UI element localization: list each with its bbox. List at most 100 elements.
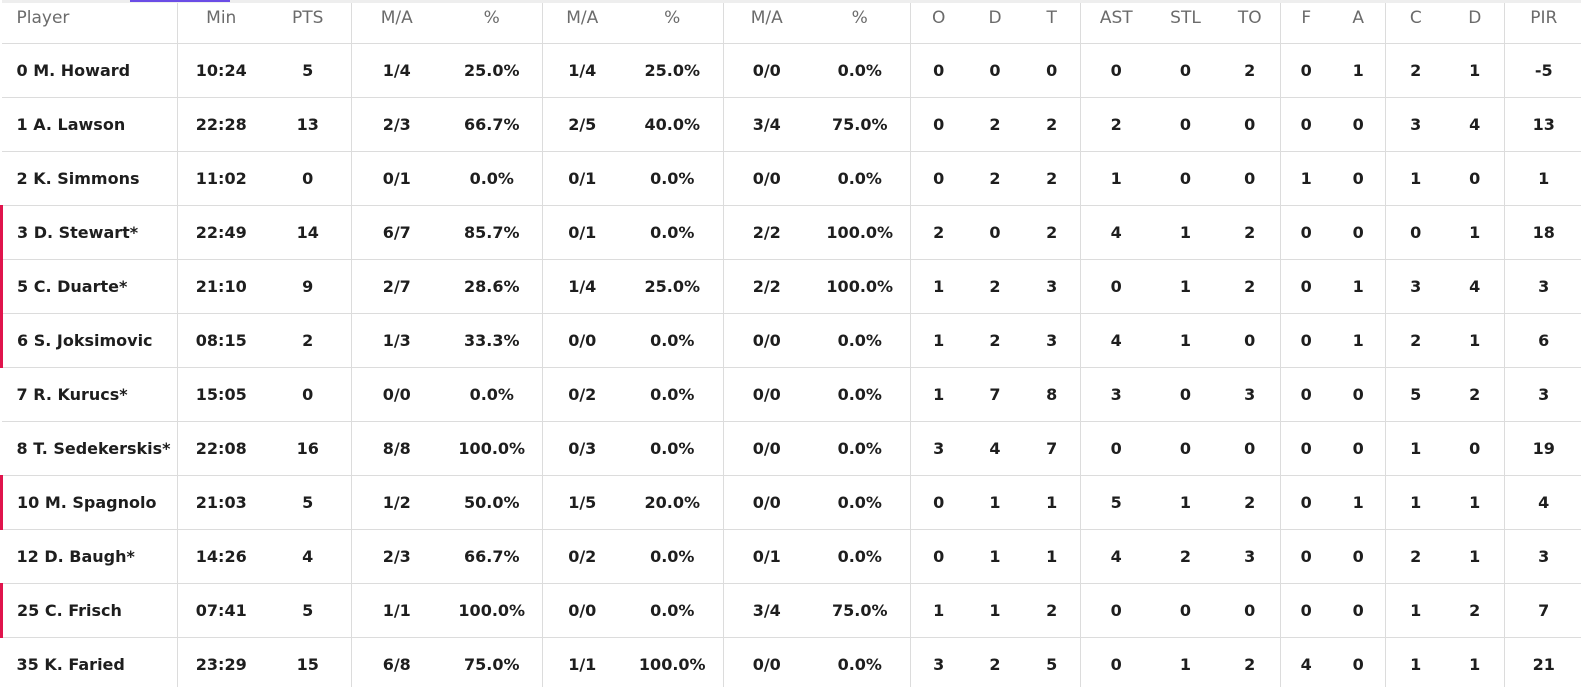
- stat-cell: 100.0%: [621, 637, 724, 687]
- player-name: 12 D. Baugh*: [1, 529, 178, 584]
- stat-cell: 1: [966, 475, 1024, 530]
- stat-cell: 3: [1219, 367, 1281, 422]
- stat-cell: 3: [1504, 259, 1581, 314]
- stat-cell: 7: [1023, 421, 1081, 476]
- stat-cell: 2/2: [723, 205, 810, 260]
- stat-cell: 100.0%: [809, 259, 911, 314]
- stat-cell: 7: [1504, 583, 1581, 638]
- stat-cell: 28.6%: [441, 259, 543, 314]
- player-name: 8 T. Sedekerskis*: [1, 421, 178, 476]
- stat-cell: 0.0%: [621, 313, 724, 368]
- stat-cell: 0: [1080, 259, 1152, 314]
- player-row: 5 C. Duarte* 21:10 9 2/7 28.6% 1/4 25.0% 2/2 100…: [0, 259, 1581, 314]
- column-header: A: [1331, 0, 1386, 44]
- stat-cell: 21:10: [177, 259, 265, 314]
- player-name: 3 D. Stewart*: [0, 205, 178, 260]
- stat-cell: 0: [1331, 529, 1386, 584]
- stat-cell: 0: [1280, 97, 1332, 152]
- stat-cell: 15:05: [177, 367, 265, 422]
- stat-cell: 0.0%: [809, 475, 911, 530]
- stat-cell: 3/4: [723, 583, 810, 638]
- stat-cell: 100.0%: [809, 205, 911, 260]
- stat-cell: 2: [264, 313, 352, 368]
- player-name: 5 C. Duarte*: [0, 259, 178, 314]
- stat-cell: 1: [1385, 475, 1446, 530]
- stat-cell: 1: [910, 367, 967, 422]
- player-name: 2 K. Simmons: [1, 151, 178, 206]
- stat-cell: 0: [1331, 205, 1386, 260]
- player-row: 10 M. Spagnolo 21:03 5 1/2 50.0% 1/5 20.0% 0/0 0…: [0, 475, 1581, 530]
- stat-cell: 13: [1504, 97, 1581, 152]
- stat-cell: 1: [1331, 43, 1386, 98]
- player-row: 12 D. Baugh* 14:26 4 2/3 66.7% 0/2 0.0% 0/1 0.0%…: [1, 529, 1581, 584]
- stat-cell: 5: [264, 43, 352, 98]
- stat-cell: 0: [1331, 367, 1386, 422]
- stat-cell: 1: [1280, 151, 1332, 206]
- stat-cell: 0.0%: [809, 43, 911, 98]
- player-name: 6 S. Joksimovic: [0, 313, 178, 368]
- stat-cell: 0: [910, 97, 967, 152]
- column-header: Min: [177, 0, 265, 44]
- stat-cell: 0: [1280, 529, 1332, 584]
- stat-cell: 2: [1080, 97, 1152, 152]
- stat-cell: 5: [1023, 637, 1081, 687]
- stat-cell: 2: [1219, 259, 1281, 314]
- stat-cell: 0: [910, 475, 967, 530]
- stat-cell: 2: [966, 259, 1024, 314]
- stat-cell: 1: [1445, 43, 1505, 98]
- column-header: %: [809, 0, 911, 44]
- stat-cell: 0.0%: [441, 367, 543, 422]
- stat-cell: 0: [1280, 583, 1332, 638]
- stat-cell: 4: [1445, 259, 1505, 314]
- stat-cell: 25.0%: [621, 43, 724, 98]
- stat-cell: 0: [1219, 421, 1281, 476]
- stat-cell: 100.0%: [441, 583, 543, 638]
- column-header: T: [1023, 0, 1081, 44]
- stat-cell: 0: [1280, 421, 1332, 476]
- stat-cell: 21: [1504, 637, 1581, 687]
- stat-cell: 0: [1151, 421, 1220, 476]
- stat-cell: 0.0%: [621, 583, 724, 638]
- stat-cell: 0/0: [542, 313, 622, 368]
- stat-cell: 23:29: [177, 637, 265, 687]
- stat-cell: 0: [1151, 583, 1220, 638]
- stat-cell: 2/7: [351, 259, 442, 314]
- stat-cell: 0: [1151, 97, 1220, 152]
- stat-cell: 0.0%: [621, 421, 724, 476]
- player-row: 8 T. Sedekerskis* 22:08 16 8/8 100.0% 0/3 0.0%…: [1, 421, 1581, 476]
- stat-cell: 3/4: [723, 97, 810, 152]
- stat-cell: 2: [1023, 97, 1081, 152]
- stat-cell: 07:41: [177, 583, 265, 638]
- stat-cell: 0/0: [723, 43, 810, 98]
- player-row: 25 C. Frisch 07:41 5 1/1 100.0% 0/0 0.0% 3/4 75.…: [0, 583, 1581, 638]
- stat-cell: 0/0: [542, 583, 622, 638]
- stat-cell: 5: [264, 583, 352, 638]
- column-header: TO: [1219, 0, 1281, 44]
- stat-cell: 2: [1219, 475, 1281, 530]
- stat-cell: 0: [910, 151, 967, 206]
- stat-cell: 2: [910, 205, 967, 260]
- player-name: 10 M. Spagnolo: [0, 475, 178, 530]
- stat-cell: 1/4: [542, 43, 622, 98]
- stat-cell: 4: [966, 421, 1024, 476]
- stat-cell: 7: [966, 367, 1024, 422]
- player-name: 1 A. Lawson: [1, 97, 178, 152]
- stat-cell: 0: [264, 367, 352, 422]
- stat-cell: 3: [1023, 259, 1081, 314]
- stat-cell: 13: [264, 97, 352, 152]
- stat-cell: 0: [1331, 151, 1386, 206]
- stat-cell: 0/0: [723, 421, 810, 476]
- stat-cell: 66.7%: [441, 529, 543, 584]
- player-name: 7 R. Kurucs*: [1, 367, 178, 422]
- stat-cell: 0: [1219, 583, 1281, 638]
- stat-cell: 0/0: [723, 151, 810, 206]
- stat-cell: 2/3: [351, 529, 442, 584]
- stat-cell: 1: [966, 583, 1024, 638]
- stat-cell: 3: [1385, 259, 1446, 314]
- column-header: AST: [1080, 0, 1152, 44]
- stat-cell: 5: [264, 475, 352, 530]
- stat-cell: 3: [910, 421, 967, 476]
- column-header: F: [1280, 0, 1332, 44]
- stat-cell: 15: [264, 637, 352, 687]
